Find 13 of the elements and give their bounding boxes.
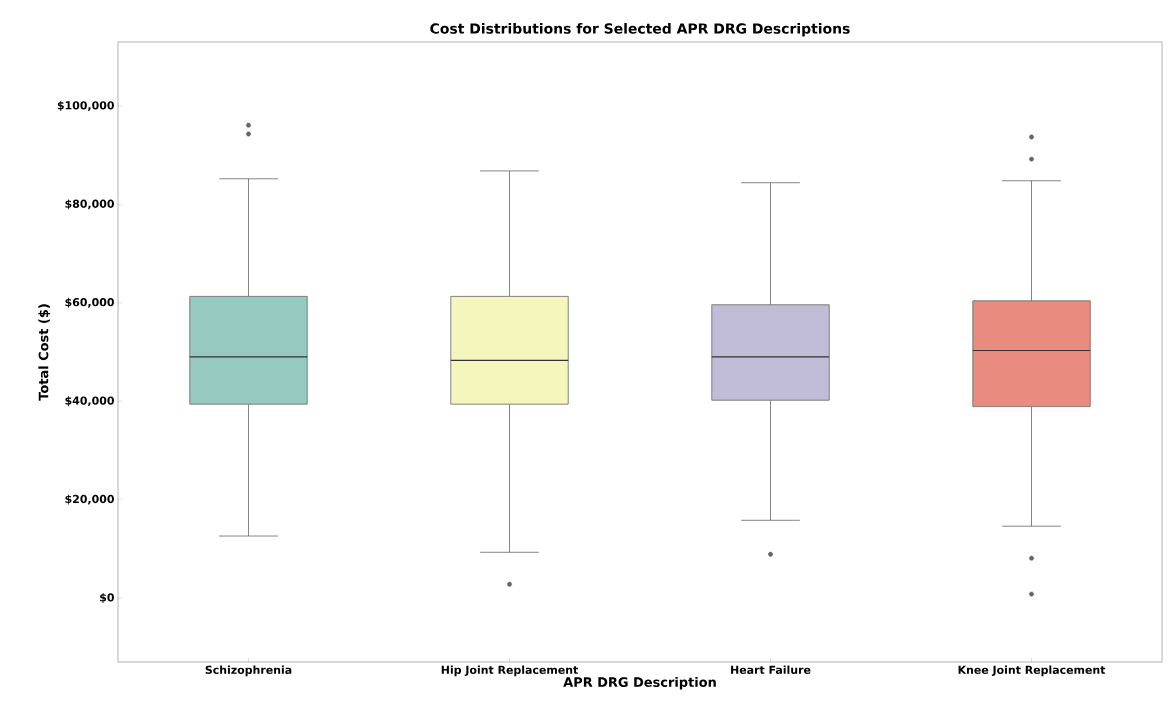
y-tick-label: $60,000 <box>65 297 114 308</box>
x-tick-label: Heart Failure <box>731 665 811 674</box>
chart-title: Cost Distributions for Selected APR DRG Descriptions <box>430 23 850 37</box>
x-tick-label: Knee Joint Replacement <box>958 665 1106 677</box>
y-tick-label: $40,000 <box>65 396 114 407</box>
y-tick-label: $80,000 <box>65 199 114 210</box>
x-axis-title: APR DRG Description <box>563 676 716 690</box>
x-tick-label: Schizophrenia <box>205 665 292 677</box>
x-tick-label: Hip Joint Replacement <box>441 665 578 677</box>
y-tick-label: $20,000 <box>65 494 114 505</box>
y-axis-title: Total Cost ($) <box>38 304 51 401</box>
y-tick-label: $0 <box>100 593 114 603</box>
y-tick-label: $100,000 <box>57 100 114 111</box>
